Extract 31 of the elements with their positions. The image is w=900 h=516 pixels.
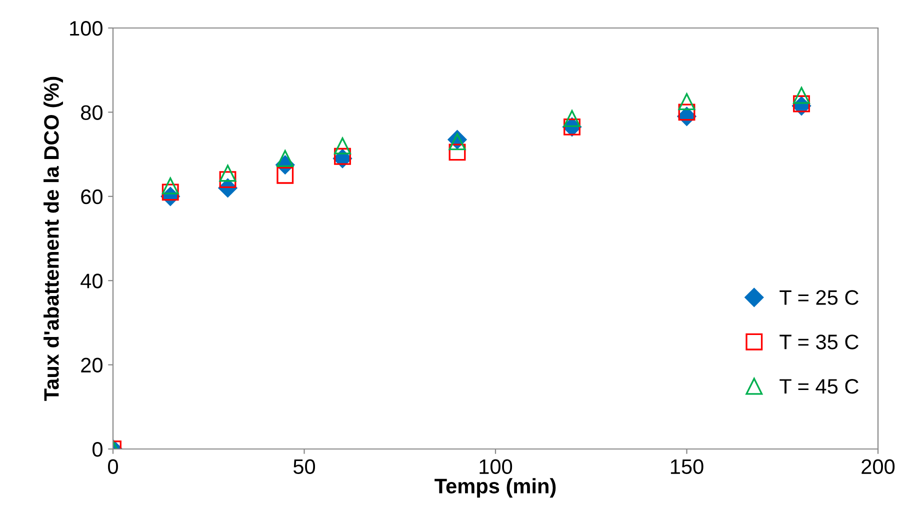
point xyxy=(448,133,466,150)
point xyxy=(276,166,294,184)
legend-label: T = 45 C xyxy=(780,379,858,394)
y-axis-title: Taux d'abattement de la DCO (%) xyxy=(44,76,63,401)
point xyxy=(334,148,351,165)
point xyxy=(678,104,696,121)
point xyxy=(276,150,294,167)
x-tick-label: 200 xyxy=(862,459,895,474)
point xyxy=(564,110,580,127)
x-tick-label: 100 xyxy=(480,459,512,474)
x-tick-label: 50 xyxy=(294,459,316,474)
point xyxy=(334,137,351,154)
legend-label: T = 25 C xyxy=(780,290,858,305)
point xyxy=(219,171,236,188)
point xyxy=(448,144,466,161)
y-tick-label: 100 xyxy=(70,21,102,36)
y-tick-label: 80 xyxy=(81,105,102,120)
point xyxy=(219,164,236,182)
x-axis-title: Temps (min) xyxy=(434,478,556,498)
y-tick-label: 0 xyxy=(92,442,102,457)
point xyxy=(162,177,179,194)
point xyxy=(162,184,179,201)
y-tick-label: 60 xyxy=(81,189,102,204)
legend-label: T = 35 C xyxy=(780,334,858,350)
point xyxy=(793,86,810,104)
x-tick-label: 0 xyxy=(108,459,118,474)
y-tick-label: 40 xyxy=(80,274,102,288)
x-tick-label: 150 xyxy=(670,459,704,474)
y-tick-label: 20 xyxy=(81,358,102,373)
point xyxy=(793,95,810,112)
point xyxy=(678,93,696,110)
